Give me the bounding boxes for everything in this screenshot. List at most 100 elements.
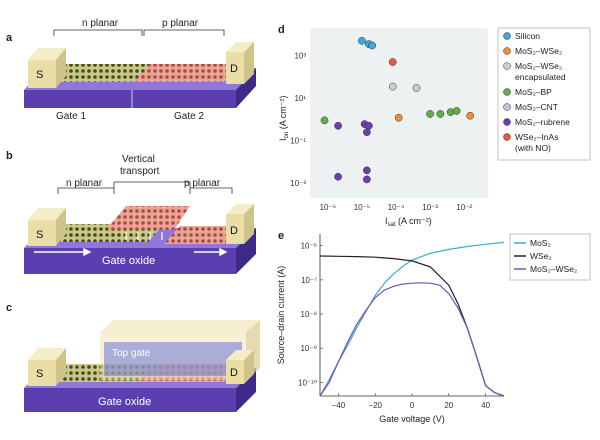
x-tick-label-e-1: −20 bbox=[368, 401, 382, 410]
substrate-side bbox=[236, 68, 256, 108]
gate1-label: Gate 1 bbox=[56, 111, 86, 122]
x-axis-label-e: Gate voltage (V) bbox=[379, 414, 445, 424]
legend-marker-d-4 bbox=[503, 103, 511, 111]
substrate-front-c bbox=[24, 388, 236, 412]
point-d-s5-2 bbox=[365, 121, 373, 130]
legend-label-e-2: MoS₂–WSe₂ bbox=[530, 264, 577, 274]
legend-marker-d-2 bbox=[503, 62, 511, 70]
lattice-p-b bbox=[164, 226, 240, 244]
legend-label-e-0: MoS₂ bbox=[530, 238, 551, 248]
substrate-side-b bbox=[236, 228, 256, 274]
contact-source-c bbox=[28, 348, 66, 386]
contact-drain-b bbox=[226, 204, 254, 244]
contact-source bbox=[28, 48, 66, 88]
point-d-s5-6 bbox=[363, 175, 371, 184]
legend-label-e-1: WSe₂ bbox=[530, 251, 552, 261]
label-p-planar-b: p planar bbox=[184, 178, 221, 189]
point-d-s3-2 bbox=[436, 110, 445, 118]
x-tick-label-e-4: 40 bbox=[481, 401, 490, 410]
x-tick-label-e-2: 0 bbox=[410, 401, 415, 410]
scatter-chart-d: 10⁻³ 10⁻¹ 10¹ 10³ 10⁻⁶ 10⁻⁵ 10⁻⁴ 10⁻³ 10⁻² Isat (… bbox=[278, 27, 591, 228]
legend-extra-d-6: (with NO) bbox=[515, 143, 551, 153]
legend-label-d-1: MoS₂–WSe₂ bbox=[515, 46, 562, 56]
legend-label-d-4: MoS₂–CNT bbox=[515, 102, 558, 112]
x-tick-label-d-1: 10⁻⁵ bbox=[354, 203, 370, 212]
legend-label-d-0: Silicon bbox=[515, 31, 540, 41]
y-tick-label-d-0: 10⁻³ bbox=[290, 179, 306, 188]
y-tick-label-e-3: 10⁻⁷ bbox=[301, 276, 317, 285]
point-d-s1-1 bbox=[466, 111, 475, 120]
device-schematic-a: n planar p planar S D Gate 1 Gate 2 bbox=[24, 18, 256, 122]
vertical-transport-arrows bbox=[125, 232, 163, 240]
point-d-s1-0 bbox=[394, 113, 403, 122]
point-d-s3-1 bbox=[426, 110, 434, 118]
n-planar-bracket bbox=[53, 29, 143, 36]
p-planar-bracket bbox=[143, 29, 225, 36]
legend-marker-d-0 bbox=[503, 32, 511, 40]
contact-s-label: S bbox=[36, 69, 43, 81]
substrate-front bbox=[24, 90, 236, 108]
panel-letter-c: c bbox=[6, 302, 13, 314]
x-axis-label-d: Isat (A cm⁻²) bbox=[385, 216, 432, 228]
x-tick-label-d-4: 10⁻² bbox=[456, 203, 472, 212]
p-planar-bracket-b bbox=[189, 187, 233, 194]
legend-label-d-3: MoS₂–BP bbox=[515, 87, 552, 97]
point-d-s0-2 bbox=[368, 41, 377, 50]
legend-label-d-6: WSe₂–InAs bbox=[515, 132, 558, 142]
lattice-n bbox=[42, 64, 150, 82]
point-d-s0-0 bbox=[358, 36, 366, 45]
contact-d-label-b: D bbox=[230, 225, 238, 237]
point-d-s5-4 bbox=[363, 166, 371, 175]
point-d-s5-0 bbox=[334, 121, 342, 130]
gate-oxide-label-b: Gate oxide bbox=[102, 255, 155, 267]
panel-letter-b: b bbox=[6, 150, 13, 162]
line-chart-e: 10⁻¹⁰ 10⁻⁹ 10⁻⁸ 10⁻⁷ 10⁻⁶ −40 −20 0 20 40 Gate vol… bbox=[276, 233, 591, 424]
legend-label-d-5: MoS₂–rubrene bbox=[515, 117, 570, 127]
y-axis-label-e: Source–drain current (A) bbox=[276, 266, 286, 365]
gate-oxide-label-c: Gate oxide bbox=[98, 396, 151, 408]
panel-letter-e: e bbox=[278, 230, 285, 242]
plot-area-d bbox=[310, 28, 488, 198]
point-d-s2-0 bbox=[388, 82, 397, 91]
point-d-s5-3 bbox=[363, 128, 371, 137]
top-gate-label: Top gate bbox=[112, 348, 151, 359]
label-p-planar: p planar bbox=[162, 18, 199, 29]
series-line-e-0 bbox=[319, 241, 505, 397]
gate2-label: Gate 2 bbox=[174, 111, 204, 122]
legend-marker-d-5 bbox=[503, 118, 511, 126]
y-tick-label-d-2: 10¹ bbox=[294, 94, 306, 103]
device-schematic-c: Top gate Gate oxide S D bbox=[24, 320, 260, 412]
y-tick-label-e-2: 10⁻⁸ bbox=[301, 310, 318, 319]
label-n-planar-b: n planar bbox=[66, 178, 103, 189]
lattice-p-raised bbox=[106, 206, 190, 230]
substrate-side-c bbox=[236, 368, 256, 412]
legend-marker-d-3 bbox=[503, 88, 511, 96]
point-d-s5-5 bbox=[334, 172, 342, 181]
series-line-e-2 bbox=[319, 282, 505, 397]
n-planar-bracket-b bbox=[57, 187, 115, 194]
legend-box-e bbox=[509, 233, 591, 281]
y-tick-label-e-4: 10⁻⁶ bbox=[301, 242, 317, 251]
x-tick-label-d-3: 10⁻³ bbox=[422, 203, 438, 212]
point-d-s3-0 bbox=[320, 116, 329, 125]
point-d-s6-0 bbox=[388, 58, 397, 66]
y-axis-label-d: Ion (A cm⁻²) bbox=[278, 96, 290, 141]
point-d-s2-1 bbox=[412, 84, 421, 92]
y-tick-label-d-1: 10⁻¹ bbox=[290, 137, 306, 146]
substrate-front-b bbox=[24, 248, 236, 274]
y-tick-label-d-3: 10³ bbox=[294, 52, 306, 61]
x-tick-label-e-0: −40 bbox=[332, 401, 346, 410]
label-n-planar: n planar bbox=[82, 18, 119, 29]
series-line-e-1 bbox=[319, 255, 505, 397]
top-gate-block bbox=[100, 320, 260, 380]
vertical-bracket bbox=[113, 181, 191, 188]
contact-s-label-b: S bbox=[36, 229, 43, 241]
panel-letter-d: d bbox=[278, 24, 285, 36]
legend-box-d bbox=[497, 27, 591, 161]
device-schematic-b: Vertical transport n planar p planar Gat… bbox=[24, 154, 256, 274]
x-tick-label-d-0: 10⁻⁶ bbox=[320, 203, 336, 212]
contact-d-label-c: D bbox=[230, 367, 238, 379]
contact-source-b bbox=[28, 208, 66, 246]
contact-drain-c bbox=[226, 350, 254, 384]
label-transport: transport bbox=[120, 166, 160, 177]
